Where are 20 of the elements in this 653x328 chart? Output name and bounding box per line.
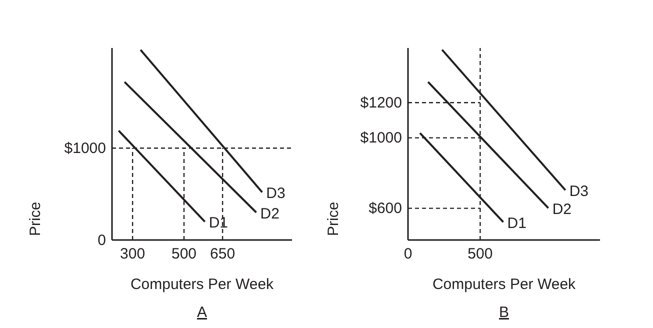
text: A xyxy=(196,304,208,321)
series-label: D2 xyxy=(552,201,572,218)
x-tick-label: 500 xyxy=(171,246,197,263)
y-tick-label: $1000 xyxy=(360,130,402,147)
y-tick-label: $1000 xyxy=(64,140,106,157)
x-tick-label: 300 xyxy=(120,246,146,263)
x-axis-title: Computers Per Week xyxy=(130,276,274,293)
series-label: D3 xyxy=(266,185,286,202)
x-axis-title: Computers Per Week xyxy=(432,276,576,293)
text: B xyxy=(498,304,510,321)
y-tick-label: $600 xyxy=(368,200,402,218)
x-tick-label: 650 xyxy=(210,246,236,263)
y-axis-title: Price xyxy=(325,202,342,236)
series-label: D3 xyxy=(569,183,589,200)
series-label: D2 xyxy=(260,205,280,222)
y-axis-title: Price xyxy=(27,202,44,236)
x-tick-label: 500 xyxy=(468,246,493,263)
series-label: D1 xyxy=(208,214,228,232)
y-tick-label: $1200 xyxy=(360,94,402,112)
series-label: D1 xyxy=(507,215,526,232)
